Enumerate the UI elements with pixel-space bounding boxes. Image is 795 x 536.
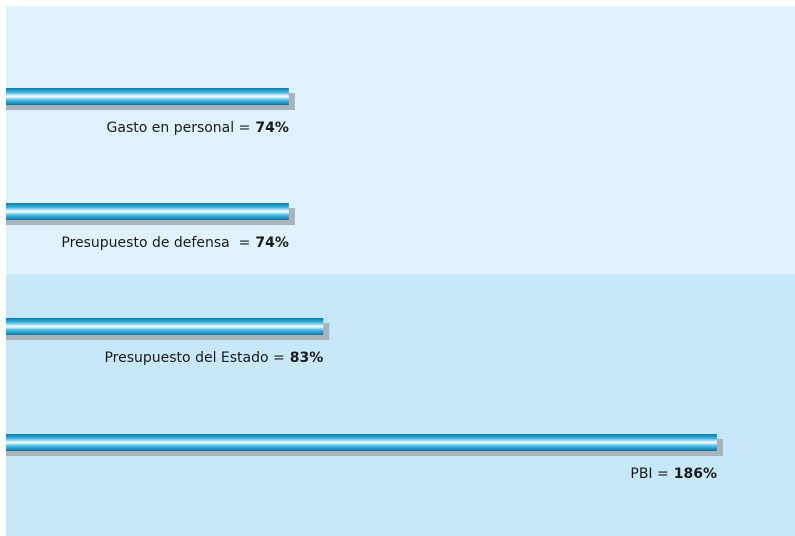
- bar: [6, 88, 289, 105]
- bar-label: Presupuesto del Estado = 83%: [104, 350, 323, 366]
- bar-label: Gasto en personal = 74%: [107, 120, 289, 136]
- category-label: PBI =: [630, 466, 668, 482]
- value-label: 186%: [674, 466, 717, 482]
- panel-top: [6, 6, 795, 274]
- value-label: 74%: [255, 120, 289, 136]
- value-label: 83%: [290, 350, 324, 366]
- bar: [6, 318, 324, 335]
- value-label: 74%: [255, 235, 289, 251]
- category-label: Presupuesto de defensa =: [61, 235, 250, 251]
- category-label: Presupuesto del Estado =: [104, 350, 284, 366]
- category-label: Gasto en personal =: [107, 120, 251, 136]
- bar: [6, 434, 717, 451]
- bar: [6, 203, 289, 220]
- bar-label: PBI = 186%: [630, 466, 717, 482]
- panel-bottom: [6, 274, 795, 536]
- bar-label: Presupuesto de defensa = 74%: [61, 235, 288, 251]
